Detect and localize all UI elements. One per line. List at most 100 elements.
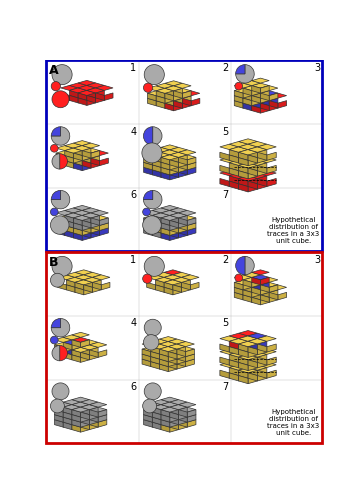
Polygon shape	[278, 100, 287, 108]
Polygon shape	[72, 414, 81, 422]
Polygon shape	[65, 216, 73, 223]
Polygon shape	[168, 349, 186, 354]
Polygon shape	[248, 181, 257, 189]
Polygon shape	[161, 218, 170, 226]
Polygon shape	[73, 140, 91, 145]
Polygon shape	[243, 80, 260, 86]
Polygon shape	[84, 278, 101, 282]
Polygon shape	[65, 148, 82, 153]
Polygon shape	[173, 272, 190, 278]
Polygon shape	[69, 96, 78, 103]
Polygon shape	[179, 170, 187, 177]
Polygon shape	[81, 404, 98, 409]
Polygon shape	[93, 282, 101, 290]
Polygon shape	[173, 288, 181, 295]
Polygon shape	[81, 340, 89, 347]
Polygon shape	[239, 162, 257, 168]
Polygon shape	[72, 345, 81, 352]
Polygon shape	[89, 422, 98, 430]
Polygon shape	[229, 365, 248, 370]
Polygon shape	[63, 404, 81, 409]
Polygon shape	[84, 280, 93, 287]
Bar	[46, 252, 323, 442]
Text: 3: 3	[315, 63, 321, 73]
Polygon shape	[159, 359, 168, 366]
Polygon shape	[82, 220, 91, 228]
Text: 2: 2	[222, 63, 229, 73]
Polygon shape	[54, 420, 63, 427]
Polygon shape	[161, 213, 170, 220]
Polygon shape	[170, 208, 187, 213]
Polygon shape	[170, 168, 179, 175]
Polygon shape	[65, 220, 73, 228]
Polygon shape	[72, 424, 81, 432]
Polygon shape	[161, 155, 179, 160]
Wedge shape	[52, 346, 60, 361]
Circle shape	[52, 64, 72, 84]
Polygon shape	[152, 404, 170, 409]
Polygon shape	[168, 349, 186, 354]
Polygon shape	[170, 170, 179, 177]
Polygon shape	[257, 176, 267, 184]
Polygon shape	[252, 98, 260, 106]
Polygon shape	[89, 412, 98, 420]
Polygon shape	[72, 402, 89, 407]
Polygon shape	[73, 220, 91, 226]
Polygon shape	[89, 402, 107, 407]
Polygon shape	[91, 218, 100, 226]
Polygon shape	[72, 350, 81, 358]
Polygon shape	[72, 410, 81, 417]
Polygon shape	[239, 376, 248, 384]
Polygon shape	[151, 346, 159, 354]
Polygon shape	[248, 373, 257, 381]
Polygon shape	[152, 400, 170, 404]
Polygon shape	[239, 357, 248, 365]
Polygon shape	[239, 352, 248, 360]
Polygon shape	[239, 360, 248, 368]
Polygon shape	[152, 218, 170, 223]
Polygon shape	[269, 290, 278, 298]
Polygon shape	[159, 352, 177, 356]
Polygon shape	[252, 292, 260, 300]
Polygon shape	[91, 160, 100, 168]
Polygon shape	[98, 350, 107, 358]
Polygon shape	[179, 412, 196, 417]
Text: 1: 1	[130, 63, 136, 73]
Polygon shape	[243, 96, 260, 100]
Polygon shape	[229, 168, 248, 173]
Polygon shape	[56, 210, 73, 216]
Polygon shape	[72, 417, 81, 424]
Polygon shape	[170, 223, 187, 228]
Polygon shape	[81, 410, 89, 417]
Polygon shape	[269, 98, 278, 106]
Polygon shape	[239, 181, 248, 189]
Polygon shape	[243, 90, 252, 98]
Wedge shape	[51, 190, 70, 209]
Polygon shape	[239, 155, 248, 163]
Polygon shape	[72, 332, 89, 338]
Polygon shape	[152, 412, 161, 420]
Polygon shape	[177, 349, 186, 356]
Polygon shape	[168, 359, 177, 366]
Polygon shape	[151, 359, 159, 366]
Polygon shape	[243, 282, 260, 288]
Polygon shape	[170, 213, 179, 220]
Polygon shape	[75, 285, 84, 292]
Polygon shape	[181, 285, 190, 292]
Polygon shape	[168, 344, 186, 349]
Polygon shape	[161, 402, 179, 407]
Polygon shape	[168, 344, 186, 349]
Polygon shape	[257, 168, 267, 176]
Polygon shape	[252, 280, 260, 287]
Polygon shape	[81, 404, 89, 412]
Polygon shape	[168, 354, 177, 362]
Polygon shape	[239, 356, 257, 362]
Polygon shape	[170, 417, 179, 424]
Polygon shape	[66, 278, 84, 282]
Polygon shape	[239, 152, 257, 158]
Polygon shape	[170, 404, 179, 412]
Polygon shape	[91, 230, 100, 238]
Polygon shape	[248, 350, 257, 358]
Polygon shape	[260, 106, 269, 113]
Polygon shape	[89, 352, 98, 360]
